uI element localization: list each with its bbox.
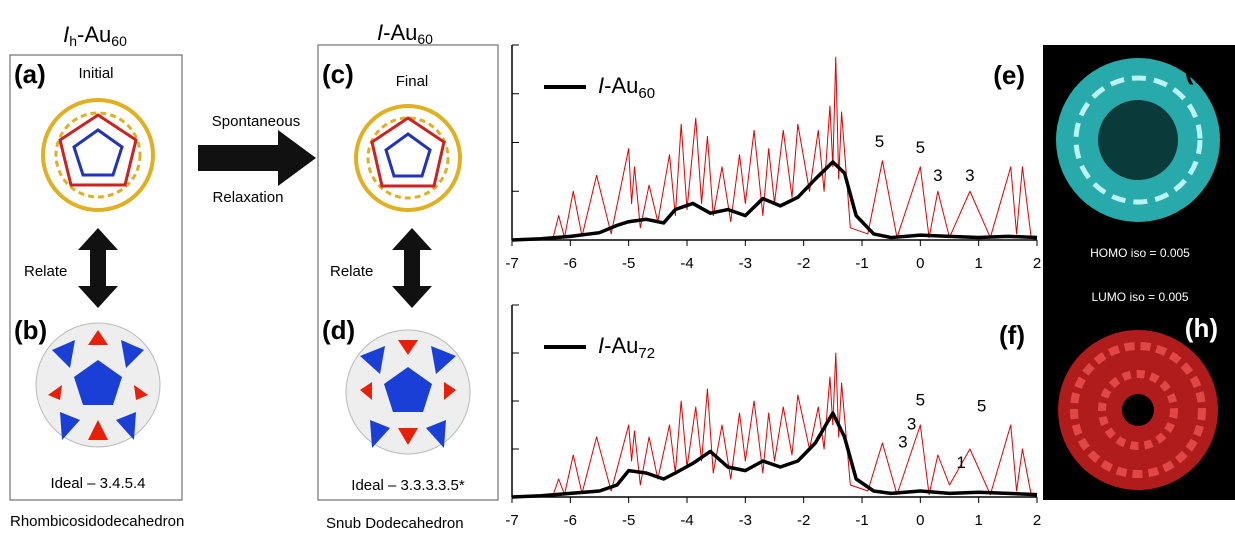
x-tick-label: -7: [505, 512, 518, 529]
panel-label: (e): [993, 60, 1025, 90]
annotation: 3: [933, 166, 942, 185]
caption: Relate: [330, 263, 373, 280]
x-tick-label: -3: [739, 255, 752, 272]
title-sub: 60: [417, 31, 433, 47]
panel-label: (g): [1185, 55, 1218, 85]
x-tick-label: 0: [916, 512, 924, 529]
x-tick-label: -2: [797, 512, 810, 529]
x-tick-label: -5: [622, 512, 635, 529]
legend-label: I-Au72: [598, 333, 655, 362]
page: Ih-Au60 (a) Initial Relate (b) Ideal – 3…: [0, 0, 1235, 535]
x-tick-label: 2: [1033, 512, 1041, 529]
arrow: [198, 130, 316, 186]
title-part: -Au: [77, 22, 111, 47]
caption: Ideal – 3.4.5.4: [50, 475, 145, 492]
panel-label: (a): [14, 59, 46, 89]
x-tick-label: -6: [564, 512, 577, 529]
x-tick-label: -1: [855, 255, 868, 272]
caption: Rhombicosidodecahedron: [10, 513, 184, 530]
legend-part: -Au: [604, 73, 638, 98]
x-tick-label: -5: [622, 255, 635, 272]
legend-sub: 60: [638, 85, 655, 102]
x-tick-label: -6: [564, 255, 577, 272]
caption: Relate: [24, 263, 67, 280]
annotation: 3: [907, 414, 916, 433]
legend-sub: 72: [638, 345, 655, 362]
dos-line: [512, 353, 1037, 497]
x-tick-label: -1: [855, 512, 868, 529]
caption: Initial: [78, 65, 113, 82]
annotation: 3: [898, 432, 907, 451]
panel-label: (f): [999, 320, 1025, 350]
annotation: 5: [875, 132, 884, 151]
annotation: 1: [956, 453, 965, 472]
arrow-label: Relaxation: [213, 189, 284, 206]
x-tick-label: -7: [505, 255, 518, 272]
caption: Snub Dodecahedron: [326, 515, 464, 532]
legend-label: I-Au60: [598, 73, 655, 102]
x-tick-label: -2: [797, 255, 810, 272]
x-tick-label: -4: [680, 255, 693, 272]
double-arrow: [392, 228, 432, 308]
legend-part: -Au: [604, 333, 638, 358]
left-title: Ih-Au60: [63, 22, 127, 49]
x-tick-label: 0: [916, 255, 924, 272]
panel-label: (h): [1185, 313, 1218, 343]
x-tick-label: 1: [974, 255, 982, 272]
cluster-image: [43, 100, 153, 210]
x-tick-label: -4: [680, 512, 693, 529]
x-tick-label: 1: [974, 512, 982, 529]
annotation: 5: [977, 396, 986, 415]
panel-label: (c): [322, 59, 354, 89]
iso-label: LUMO iso = 0.005: [1091, 290, 1188, 304]
figure: Ih-Au60 (a) Initial Relate (b) Ideal – 3…: [0, 0, 1235, 535]
caption: Ideal – 3.3.3.3.5*: [351, 477, 465, 494]
x-tick-label: -3: [739, 512, 752, 529]
caption: Final: [396, 73, 429, 90]
iso-label: HOMO iso = 0.005: [1090, 246, 1190, 260]
title-sub: 60: [111, 33, 127, 49]
polyhedron-image: [36, 323, 160, 447]
annotation: 3: [965, 166, 974, 185]
annotation: 5: [916, 138, 925, 157]
annotation: 5: [916, 390, 925, 409]
lumo-image: [1058, 330, 1218, 490]
panel-label: (d): [322, 315, 355, 345]
polyhedron-image: [346, 330, 470, 454]
double-arrow: [78, 228, 118, 308]
title-sub: h: [69, 33, 77, 49]
title-part: -Au: [383, 20, 417, 45]
panel-label: (b): [14, 315, 47, 345]
dos-line: [512, 57, 1037, 240]
middle-title: I-Au60: [377, 20, 433, 47]
x-tick-label: 2: [1033, 255, 1041, 272]
cluster-image: [356, 106, 460, 210]
arrow-label: Spontaneous: [212, 113, 300, 130]
